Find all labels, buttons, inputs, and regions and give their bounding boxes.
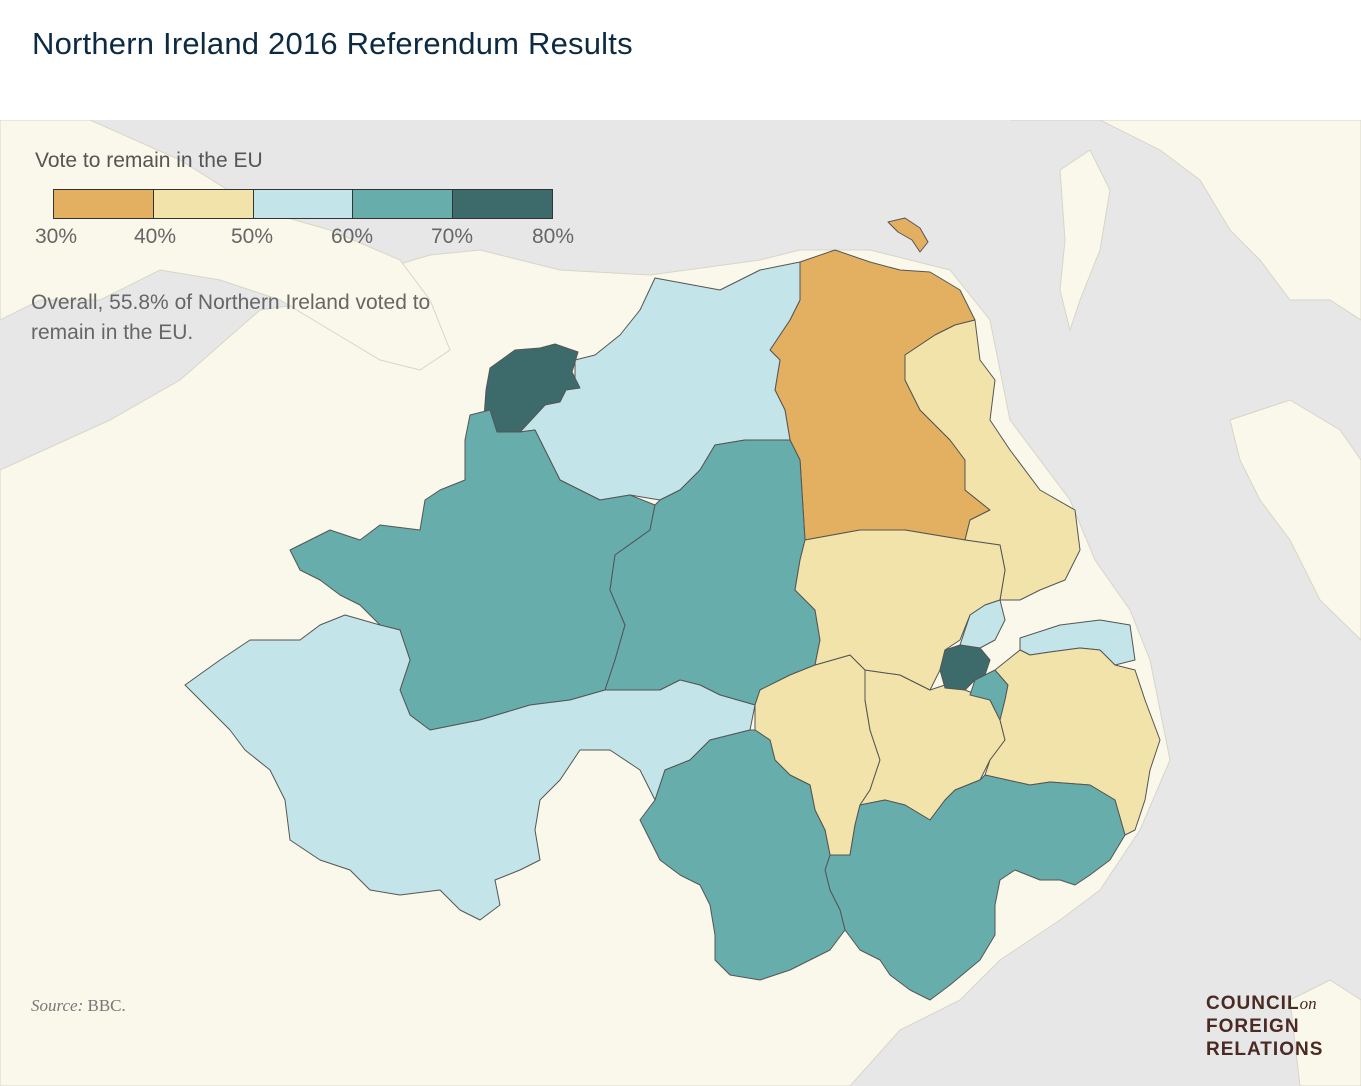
legend-color-scale [53,189,553,219]
scotland-coast [1010,120,1361,321]
logo-line-2: FOREIGN [1206,1016,1300,1037]
page-title: Northern Ireland 2016 Referendum Results [32,26,633,61]
legend-tick-80: 80% [531,225,575,248]
logo-council: COUNCIL [1206,993,1300,1014]
source-text: BBC. [83,996,126,1015]
legend-swatch-60-70 [353,190,454,218]
overall-note: Overall, 55.8% of Northern Ireland voted… [31,291,431,344]
kintyre-peninsula [1059,149,1111,332]
legend-swatch-50-60 [253,190,354,218]
legend-tick-70: 70% [430,225,474,248]
legend-swatch-70-80 [453,190,552,218]
council-areas [184,217,1161,1001]
legend-tick-50: 50% [230,225,274,248]
scotland-southwest [1229,399,1361,641]
cfr-logo[interactable]: COUNCILon FOREIGN RELATIONS [1206,992,1323,1061]
logo-line-3: RELATIONS [1206,1039,1324,1060]
source-label: Source: [31,996,84,1015]
map-panel [0,120,1361,1086]
region-rathlin-island[interactable] [887,217,929,253]
northern-ireland-map [0,120,1361,1086]
legend-title: Vote to remain in the EU [35,149,263,172]
legend-swatch-30-40 [54,190,154,218]
source-citation: Source: BBC. [31,996,126,1016]
logo-on: on [1299,994,1317,1013]
region-south-armagh[interactable] [639,729,846,981]
region-carrickfergus-strip[interactable] [959,599,1006,649]
legend-tick-60: 60% [330,225,374,248]
region-ards[interactable] [984,647,1161,836]
legend-swatch-40-50 [153,190,254,218]
logo-line-1: COUNCILon [1206,992,1323,1015]
legend-tick-30: 30% [34,225,78,248]
legend-tick-40: 40% [133,225,177,248]
isle-of-man-area [1289,979,1361,1086]
